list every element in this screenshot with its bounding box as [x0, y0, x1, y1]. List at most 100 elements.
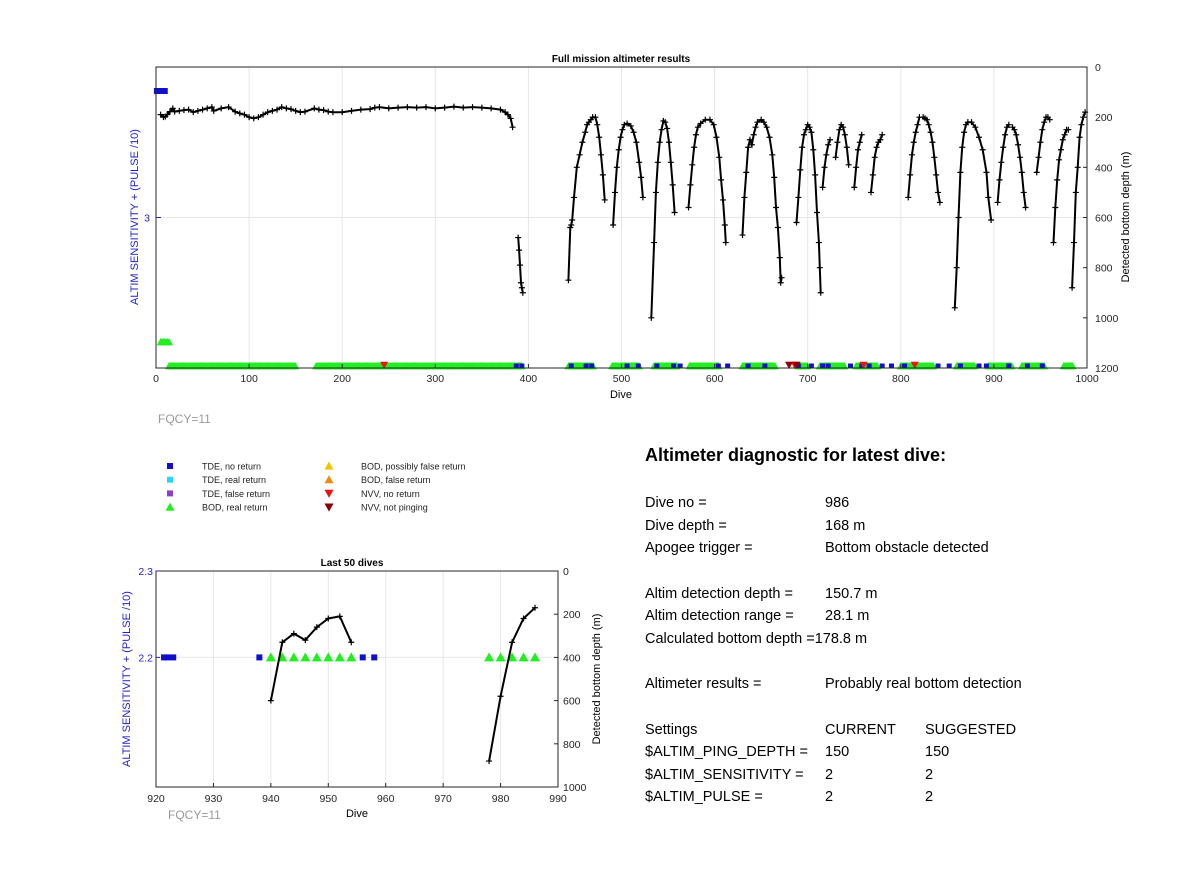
depth-point [651, 239, 658, 246]
y2-tick-label: 1000 [1095, 313, 1119, 325]
legend-label: TDE, false return [202, 489, 270, 499]
bod-real-return-marker [346, 652, 357, 662]
depth-point [255, 114, 262, 121]
dive-depth-row: Dive depth = 168 m [645, 515, 1165, 538]
tde-no-return-marker [848, 363, 854, 369]
depth-point [692, 131, 699, 138]
depth-point [636, 159, 643, 166]
depth-point [1056, 156, 1063, 163]
depth-point [799, 144, 806, 151]
results-label: Altimeter results = [645, 676, 762, 693]
depth-point [719, 196, 726, 203]
depth-point [630, 129, 637, 136]
depth-point [976, 134, 983, 141]
legend-marker [324, 461, 334, 470]
depth-point [579, 139, 586, 146]
depth-point [769, 151, 776, 158]
depth-point [879, 131, 886, 138]
legend-label: BOD, possibly false return [361, 462, 466, 472]
bottom-depth-line [687, 118, 727, 243]
depth-point [348, 107, 355, 114]
depth-point [843, 144, 850, 151]
legend-label: NVV, no return [361, 489, 420, 499]
depth-point [716, 154, 723, 161]
depth-point [961, 129, 968, 136]
y2-tick-label: 400 [563, 652, 581, 664]
depth-point [685, 204, 692, 211]
depth-point [713, 134, 720, 141]
depth-point [422, 104, 429, 111]
depth-point [250, 115, 257, 122]
depth-point [979, 146, 986, 153]
depth-point [800, 131, 807, 138]
x-tick-label: 700 [799, 373, 817, 385]
depth-point [1016, 154, 1023, 161]
depth-point [509, 639, 516, 646]
bottom-grid [155, 570, 559, 787]
tde-no-return-marker [902, 363, 908, 369]
setting-name: $ALTIM_SENSITIVITY = [645, 766, 804, 783]
tde-no-return-marker [371, 654, 378, 661]
bottom-depth-line [922, 116, 941, 203]
depth-point [1069, 284, 1076, 291]
tde-no-return-marker [513, 363, 519, 369]
depth-point [871, 154, 878, 161]
depth-point [469, 104, 476, 111]
depth-point [624, 120, 631, 127]
setting-row: $ALTIM_PING_DEPTH = 150 150 [645, 741, 1165, 764]
depth-point [615, 146, 622, 153]
depth-point [1000, 144, 1007, 151]
depth-point [669, 181, 676, 188]
tde-no-return-marker [1006, 363, 1012, 369]
tde-no-return-marker [976, 363, 982, 369]
depth-point [598, 151, 605, 158]
depth-point [988, 217, 995, 224]
depth-point [246, 114, 253, 121]
legend-marker [324, 475, 334, 484]
bod-real-return-marker [929, 362, 938, 370]
current-header: CURRENT [825, 721, 896, 738]
depth-point [260, 111, 267, 118]
nvv-no-return-marker [910, 361, 919, 369]
tde-no-return-marker [635, 363, 641, 369]
depth-point [817, 289, 824, 296]
setting-suggested: 2 [925, 766, 934, 783]
depth-point [1054, 176, 1061, 183]
depth-point [1033, 169, 1040, 176]
full-mission-chart: 0 100 200 300 400 500 600 700 800 900 1000 3 0 200 400… [129, 54, 1132, 426]
depth-point [743, 169, 750, 176]
depth-point [516, 247, 523, 254]
depth-point [656, 139, 663, 146]
depth-point [395, 104, 402, 111]
depth-point [357, 106, 364, 113]
depth-point [1065, 126, 1072, 133]
depth-point [793, 219, 800, 226]
bod-real-return-marker [1068, 362, 1077, 370]
depth-point [638, 174, 645, 181]
calculated-depth-value: 178.8 m [814, 630, 868, 647]
depth-point [957, 169, 964, 176]
depth-point [877, 136, 884, 143]
depth-point [619, 126, 626, 133]
bottom-chart-title: Last 50 dives [321, 558, 384, 569]
legend-label: TDE, no return [202, 462, 261, 472]
depth-point [413, 104, 420, 111]
depth-point [750, 131, 757, 138]
depth-point [691, 144, 698, 151]
depth-point [996, 176, 1003, 183]
depth-point [169, 105, 176, 112]
depth-point [816, 264, 823, 271]
y-tick-label: 2.3 [138, 566, 153, 578]
legend-marker [167, 476, 173, 483]
depth-point [1061, 131, 1068, 138]
bod-real-return-marker [165, 338, 174, 346]
bod-real-return-marker [484, 652, 495, 662]
bottom-depth-line [741, 118, 783, 283]
depth-point [236, 110, 243, 117]
setting-suggested: 2 [925, 789, 934, 806]
depth-point [367, 106, 374, 113]
depth-point [933, 171, 940, 178]
y2-tick-label: 1000 [563, 782, 587, 794]
depth-point [269, 107, 276, 114]
depth-point [658, 126, 665, 133]
